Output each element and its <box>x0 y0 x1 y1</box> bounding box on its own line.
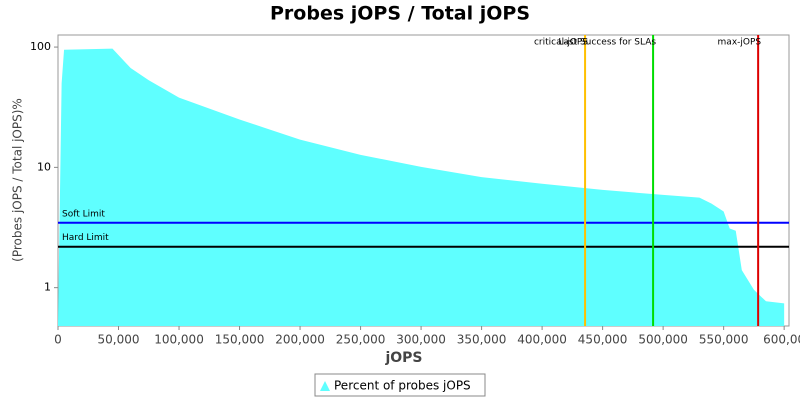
x-tick-label: 300,000 <box>396 333 446 347</box>
marker-label: critical-jOPS <box>534 38 588 48</box>
x-tick-label: 500,000 <box>638 333 688 347</box>
x-tick-label: 150,000 <box>215 333 265 347</box>
x-tick-label: 0 <box>54 333 62 347</box>
x-tick-label: 400,000 <box>517 333 567 347</box>
marker-label: Soft Limit <box>62 209 105 219</box>
x-tick-label: 50,000 <box>98 333 140 347</box>
legend-swatch <box>320 381 330 391</box>
legend-label: Percent of probes jOPS <box>334 379 471 393</box>
x-tick-label: 350,000 <box>457 333 507 347</box>
y-tick-label: 100 <box>30 40 51 53</box>
chart-title: Probes jOPS / Total jOPS <box>270 3 530 25</box>
marker-label: max-jOPS <box>718 38 762 48</box>
x-tick-label: 600,00 <box>763 333 800 347</box>
x-tick-label: 250,000 <box>336 333 386 347</box>
x-tick-label: 200,000 <box>275 333 325 347</box>
marker-label: Hard Limit <box>62 233 109 243</box>
area <box>58 48 785 326</box>
marker-label: Last Success for SLAs <box>558 38 656 48</box>
x-tick-label: 450,000 <box>578 333 628 347</box>
x-axis-label: jOPS <box>384 350 422 366</box>
y-tick-label: 1 <box>44 281 51 294</box>
y-tick-label: 10 <box>37 160 51 173</box>
legend-box <box>314 373 486 397</box>
x-tick-label: 550,000 <box>699 333 749 347</box>
y-axis-label: (Probes jOPS / Total jOPS)% <box>11 98 25 262</box>
x-tick-label: 100,000 <box>154 333 204 347</box>
